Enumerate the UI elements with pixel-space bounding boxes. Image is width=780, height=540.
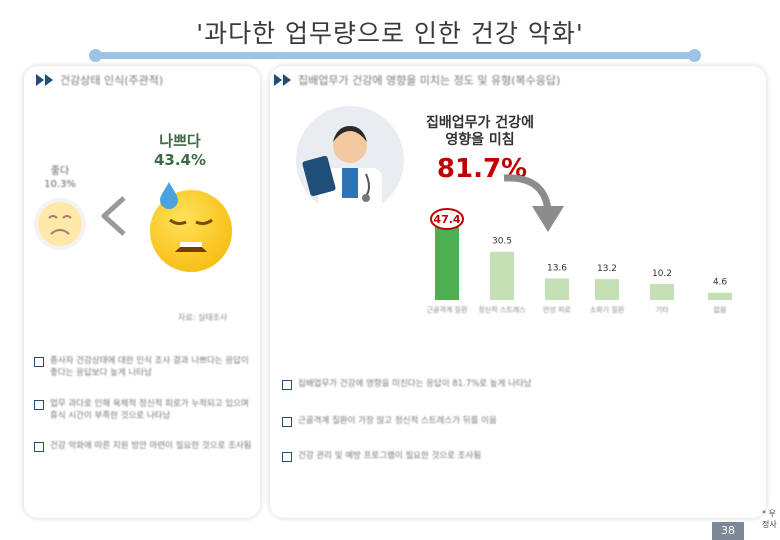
bar-1 [435, 225, 459, 300]
bar-value-label-5: 10.2 [652, 269, 672, 279]
bar-4 [595, 279, 619, 300]
left-panel [24, 66, 260, 518]
category-label-5: 기타 [656, 305, 669, 314]
left-bullet-2: 업무 과다로 인해 육체적 정신적 피로가 누적되고 있으며 휴식 시간이 부족… [34, 398, 252, 422]
page-title: '과다한 업무량으로 인한 건강 악화' [196, 19, 584, 48]
category-label-4: 소화기 질환 [590, 305, 625, 314]
category-label-2: 정신적 스트레스 [478, 305, 526, 314]
headline: 집배업무가 건강에 영향을 미침 [426, 115, 534, 148]
right-bullet-3: 건강 관리 및 예방 프로그램이 필요한 것으로 조사됨 [282, 450, 752, 462]
happy-face-icon [34, 198, 86, 250]
category-label-6: 없음 [714, 306, 727, 314]
right-bullet-1: 집배업무가 건강에 영향을 미친다는 응답이 81.7%로 높게 나타남 [282, 378, 752, 390]
right-bullet-2: 근골격계 질환이 가장 많고 정신적 스트레스가 뒤를 이음 [282, 415, 752, 427]
bar-value-label-1: 47.4 [433, 213, 460, 226]
bad-value: 43.4% [153, 151, 207, 169]
double-chevron-icon [36, 74, 54, 86]
bar-value-label-3: 13.6 [547, 263, 567, 273]
page-number: 38 [712, 522, 744, 540]
bar-2 [490, 251, 514, 300]
sweat-drop-icon [160, 182, 178, 209]
good-label: 좋다 [50, 166, 70, 177]
bar-value-label-4: 13.2 [597, 264, 617, 274]
curved-arrow-icon [503, 174, 564, 232]
left-bullet-1: 종사자 건강상태에 대한 인식 조사 결과 나쁘다는 응답이 좋다는 응답보다 … [34, 355, 252, 379]
bar-value-label-6: 4.6 [713, 278, 728, 288]
left-bullet-3: 건강 악화에 따른 지원 방안 마련이 필요한 것으로 조사됨 [34, 440, 252, 452]
title-underline [89, 49, 701, 62]
left-source-note: 자료: 실태조사 [178, 313, 228, 322]
highlight-circle [430, 208, 464, 230]
good-label-group: 좋다 10.3% [38, 165, 82, 191]
less-than-icon [101, 196, 126, 236]
bad-label-group: 나쁘다 43.4% [140, 132, 220, 170]
bad-label: 나쁘다 [159, 132, 201, 150]
category-label-1: 근골격계 질환 [427, 305, 468, 314]
bar-5 [650, 283, 674, 300]
right-section-heading: 집배업무가 건강에 영향을 미치는 정도 및 유형(복수응답) [274, 72, 560, 88]
category-label-3: 만성 피로 [543, 305, 572, 314]
source-note: * 우정사 [762, 509, 777, 529]
left-section-heading: 건강상태 인식(주관적) [36, 72, 163, 88]
double-chevron-icon [274, 74, 292, 86]
bar-value-label-2: 30.5 [492, 237, 512, 247]
good-value: 10.3% [44, 179, 76, 190]
doctor-illustration [296, 106, 404, 214]
bar-3 [545, 278, 569, 300]
bar-6 [708, 292, 732, 300]
health-impact-bar-chart: 47.4 근골격계 질환 30.5 정신적 스트레스 13.6 만성 피로 13.2 소화기 … [427, 208, 732, 314]
